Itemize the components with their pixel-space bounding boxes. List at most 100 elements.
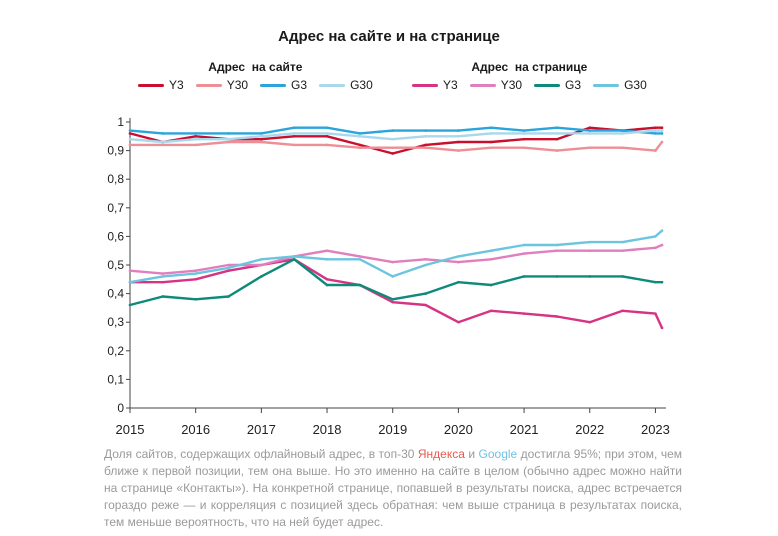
x-tick-label: 2019 — [378, 422, 407, 437]
y-tick-label: 0,3 — [107, 315, 124, 329]
data-point — [161, 295, 165, 298]
data-point — [654, 235, 657, 238]
data-point — [391, 298, 395, 301]
data-point — [194, 269, 197, 273]
legend-label: G3 — [565, 78, 582, 92]
data-point — [292, 135, 296, 138]
data-point — [588, 126, 592, 130]
legend-label: G30 — [350, 78, 373, 92]
series-line — [128, 243, 664, 275]
data-point — [489, 283, 493, 287]
y-tick-label: 0,7 — [107, 201, 124, 215]
data-point — [522, 243, 526, 247]
legend-item: G30 — [593, 78, 647, 92]
data-point — [325, 249, 329, 252]
data-point — [227, 295, 230, 298]
data-point — [391, 129, 395, 132]
data-point — [161, 275, 165, 278]
data-point — [660, 140, 664, 144]
data-point — [194, 272, 197, 275]
data-point — [457, 135, 460, 138]
data-point — [660, 280, 664, 284]
legend-heading: Адрес на сайте — [208, 60, 303, 74]
data-point — [489, 132, 493, 135]
y-tick-label: 0,2 — [107, 344, 124, 358]
x-tick-label: 2016 — [181, 422, 210, 437]
data-point — [522, 132, 526, 135]
data-point — [227, 269, 230, 273]
data-point — [660, 243, 664, 247]
data-point — [260, 137, 263, 141]
legend-swatch — [138, 83, 164, 87]
y-tick-label: 0,1 — [107, 372, 124, 386]
data-point — [292, 132, 296, 135]
data-point — [260, 135, 263, 138]
data-point — [457, 260, 460, 264]
data-point — [457, 149, 460, 152]
data-point — [424, 257, 427, 261]
x-tick-label: 2015 — [116, 422, 145, 437]
data-point — [588, 129, 592, 132]
data-point — [358, 143, 362, 147]
data-point — [654, 149, 657, 152]
data-point — [325, 135, 329, 138]
y-tick-label: 0,8 — [107, 172, 124, 186]
data-point — [128, 280, 132, 284]
data-point — [621, 146, 624, 150]
data-point — [424, 303, 427, 307]
data-point — [660, 132, 664, 135]
y-tick-label: 1 — [117, 115, 124, 129]
data-point — [358, 146, 362, 150]
series-line — [128, 126, 664, 135]
data-point — [424, 146, 427, 150]
data-point — [128, 303, 132, 307]
data-point — [654, 126, 657, 130]
data-point — [457, 129, 460, 132]
data-point — [654, 280, 657, 284]
data-point — [358, 135, 362, 138]
legend-swatch — [534, 83, 561, 87]
data-point — [555, 137, 559, 141]
data-point — [358, 255, 362, 258]
legend-swatch — [319, 83, 346, 87]
data-point — [457, 280, 460, 284]
data-point — [660, 229, 664, 232]
data-point — [260, 140, 263, 144]
caption-yandex: Яндекса — [417, 447, 465, 461]
data-point — [588, 249, 592, 252]
x-tick-label: 2021 — [510, 422, 539, 437]
data-point — [489, 140, 493, 144]
data-point — [194, 137, 197, 141]
data-point — [161, 143, 165, 147]
y-tick-label: 0,5 — [107, 258, 124, 272]
data-point — [522, 146, 526, 150]
legend-swatch — [469, 83, 496, 87]
data-point — [292, 143, 296, 147]
data-point — [457, 320, 460, 324]
legend-heading: Адрес на странице — [471, 60, 588, 74]
legend-swatch — [195, 83, 222, 87]
data-point — [660, 129, 664, 132]
data-point — [128, 143, 132, 147]
x-tick-label: 2018 — [313, 422, 342, 437]
data-point — [260, 132, 263, 135]
data-point — [588, 275, 592, 278]
data-point — [292, 257, 296, 261]
data-point — [588, 320, 592, 324]
legend-label: Y30 — [226, 78, 249, 92]
data-point — [621, 275, 624, 278]
data-point — [660, 126, 664, 130]
data-point — [128, 129, 132, 132]
data-point — [424, 292, 427, 295]
y-tick-label: 0,4 — [107, 287, 124, 301]
data-point — [555, 126, 559, 130]
data-point — [325, 126, 329, 130]
data-point — [128, 269, 132, 273]
legend-label: G30 — [624, 78, 647, 92]
data-point — [325, 143, 329, 147]
data-point — [260, 263, 263, 267]
legend-label: Y3 — [169, 78, 184, 92]
data-point — [325, 278, 329, 281]
legend-item: Y3 — [138, 78, 184, 92]
legend-item: G30 — [319, 78, 373, 92]
